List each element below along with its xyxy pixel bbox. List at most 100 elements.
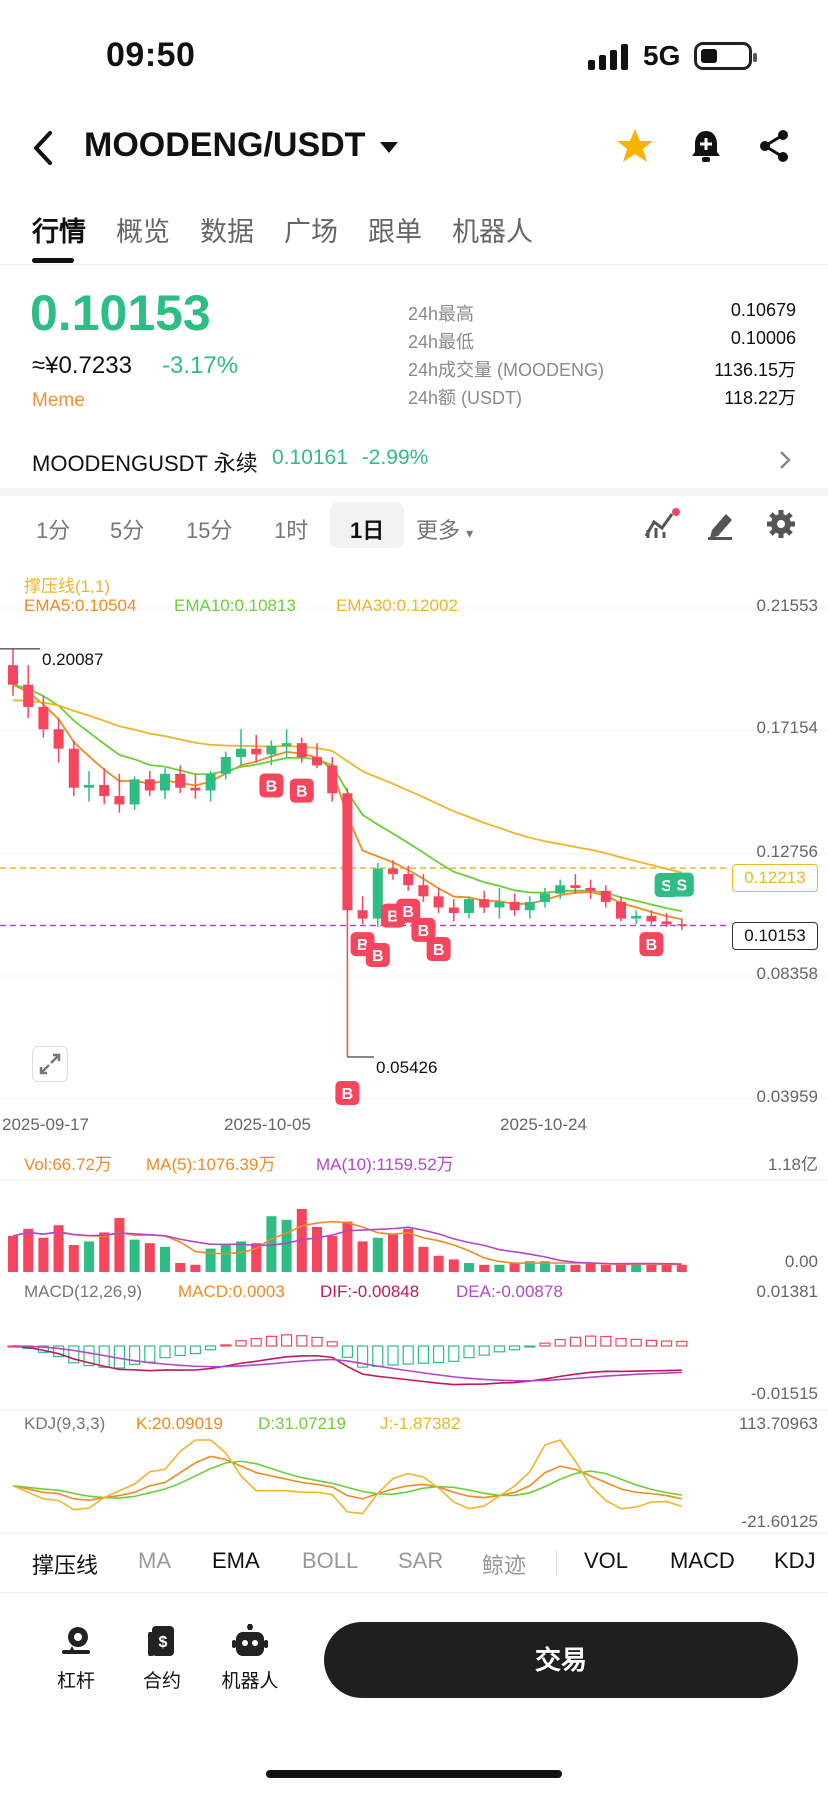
macd-histogram-bar <box>630 1338 642 1347</box>
network-type: 5G <box>643 40 681 71</box>
indicator-tab-ema[interactable]: EMA <box>212 1548 260 1573</box>
indicator-tab-kdj[interactable]: KDJ <box>774 1548 816 1573</box>
fullscreen-button[interactable] <box>32 1046 68 1082</box>
volume-bar <box>585 1263 596 1272</box>
volume-bar <box>464 1263 474 1272</box>
volume-bar <box>342 1221 353 1272</box>
draw-pencil-icon[interactable] <box>706 508 736 540</box>
indicator-tab-whale[interactable]: 鲸迹 <box>482 1553 527 1578</box>
volume-bar <box>144 1243 155 1272</box>
macd-dif-line <box>12 1345 682 1386</box>
macd-histogram-bar <box>341 1345 353 1358</box>
macd-histogram-bar <box>265 1335 277 1347</box>
back-arrow-icon[interactable] <box>30 130 56 166</box>
volume-y-tick: 1.18亿 <box>767 1155 818 1174</box>
interval-15m[interactable]: 15分 <box>186 518 233 543</box>
volume-bar <box>479 1264 490 1272</box>
home-indicator <box>266 1770 562 1778</box>
volume-bar <box>661 1264 672 1272</box>
indicator-tab-vol[interactable]: VOL <box>584 1548 629 1573</box>
trade-button[interactable]: 交易 <box>324 1622 798 1698</box>
caret-down-icon[interactable] <box>380 142 398 154</box>
indicator-tab-macd[interactable]: MACD <box>670 1548 735 1573</box>
macd-histogram-bar <box>220 1344 232 1347</box>
macd-y-tick: 0.01381 <box>756 1282 818 1301</box>
favorite-star-icon[interactable] <box>616 128 654 164</box>
buy-marker <box>426 937 451 962</box>
candle-body <box>540 893 550 902</box>
sell-marker-label: S <box>661 878 672 895</box>
macd-histogram-bar <box>189 1345 201 1355</box>
pair-title[interactable]: MOODENG/USDT <box>84 126 366 164</box>
kdj-k-line <box>12 1455 682 1501</box>
status-time: 09:50 <box>106 36 196 74</box>
perpetual-link-row[interactable]: MOODENGUSDT 永续 0.10161 -2.99% <box>0 438 828 482</box>
volume-bar <box>540 1261 550 1272</box>
price-alert-bell-icon[interactable] <box>690 128 722 164</box>
interval-more-label: 更多 <box>416 518 461 543</box>
x-tick: 2025-10-05 <box>224 1115 311 1134</box>
robot-label: 机器人 <box>221 1671 279 1692</box>
candle-body <box>220 757 231 774</box>
candle-body <box>68 748 79 788</box>
buy-marker <box>259 773 284 798</box>
volume-bar <box>38 1237 49 1272</box>
buy-marker-label: B <box>296 784 308 801</box>
tab-market[interactable]: 行情 <box>32 217 86 247</box>
candle-body <box>114 796 125 805</box>
volume-ma10-line <box>12 1226 682 1265</box>
volume-bar <box>68 1245 79 1272</box>
volume-bar <box>555 1264 566 1272</box>
tab-bots[interactable]: 机器人 <box>452 217 533 247</box>
interval-more[interactable]: 更多 ▾ <box>416 518 474 543</box>
candle-body <box>448 907 459 914</box>
interval-1m[interactable]: 1分 <box>36 518 71 543</box>
leverage-nav-item[interactable]: 杠杆 <box>36 1620 116 1700</box>
macd-histogram-bar <box>129 1345 141 1365</box>
volume-bar <box>600 1264 611 1272</box>
macd-histogram-bar <box>205 1345 217 1351</box>
indicator-tab-sar[interactable]: SAR <box>398 1548 444 1573</box>
indicator-chart-icon[interactable] <box>644 508 680 540</box>
indicator-tab-boll[interactable]: BOLL <box>302 1548 359 1573</box>
buy-marker-label: B <box>418 923 430 940</box>
volume-bar <box>372 1237 383 1272</box>
buy-marker <box>396 898 421 923</box>
tab-square[interactable]: 广场 <box>284 217 338 247</box>
cny-price: ≈¥0.7233 <box>32 352 132 379</box>
tab-data[interactable]: 数据 <box>200 217 254 247</box>
candle-body <box>281 743 292 746</box>
macd-histogram-bar <box>493 1345 505 1353</box>
contract-nav-item[interactable]: $ 合约 <box>122 1620 202 1700</box>
svg-text:$: $ <box>159 1634 168 1651</box>
contract-icon: $ <box>148 1626 174 1656</box>
active-tab-underline <box>32 258 74 263</box>
volume-bar <box>236 1241 246 1272</box>
indicator-tab-support-resistance[interactable]: 撑压线 <box>32 1553 99 1578</box>
robot-nav-item[interactable]: 机器人 <box>210 1620 290 1700</box>
macd-histogram-bar <box>645 1339 658 1347</box>
share-icon[interactable] <box>758 128 790 164</box>
category-tag[interactable]: Meme <box>32 390 85 411</box>
candle-body <box>342 793 353 911</box>
macd-histogram-bar <box>174 1345 186 1357</box>
tab-overview[interactable]: 概览 <box>116 217 170 247</box>
settings-gear-icon[interactable] <box>766 508 796 540</box>
tab-copy-trading[interactable]: 跟单 <box>368 217 422 247</box>
candle-body <box>464 899 474 914</box>
perpetual-name: MOODENGUSDT 永续 <box>32 451 258 476</box>
macd-histogram-bar <box>569 1336 582 1347</box>
kdj-d: D:31.07219 <box>258 1414 346 1433</box>
volume-bar <box>160 1246 170 1272</box>
indicator-tab-ma[interactable]: MA <box>138 1548 171 1573</box>
interval-1d[interactable]: 1日 <box>350 518 385 543</box>
macd-title: MACD(12,26,9) <box>24 1282 143 1301</box>
stat-value-low: 0.10006 <box>730 328 796 348</box>
interval-5m[interactable]: 5分 <box>110 518 145 543</box>
interval-1h[interactable]: 1时 <box>274 518 309 543</box>
kdj-k: K:20.09019 <box>136 1414 223 1433</box>
macd-histogram-bar <box>417 1345 429 1364</box>
expand-icon <box>39 1053 61 1075</box>
buy-marker-label: B <box>646 937 658 954</box>
